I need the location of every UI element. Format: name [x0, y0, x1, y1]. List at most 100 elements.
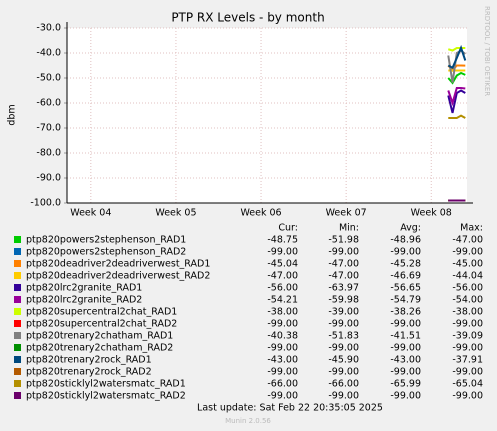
legend-stat: -45.00	[452, 259, 483, 270]
legend-swatch	[14, 380, 21, 387]
legend-label: ptp820lrc2granite_RAD1	[26, 283, 142, 294]
series-line	[447, 87, 466, 107]
legend-stat: -65.99	[390, 379, 421, 390]
legend-stat: -48.96	[390, 235, 421, 246]
legend-stat: -66.00	[267, 379, 298, 390]
legend-stat: -54.21	[267, 295, 298, 306]
legend-stat: -99.00	[390, 319, 421, 330]
legend-stat: -43.00	[267, 355, 298, 366]
legend-stat: -65.04	[452, 379, 483, 390]
y-tick-label: -90.0	[36, 173, 61, 184]
legend-stat: -99.00	[267, 319, 298, 330]
legend-stat: -44.04	[452, 271, 483, 282]
legend-swatch	[14, 320, 21, 327]
series-line	[448, 114, 466, 119]
legend-stat: -54.79	[390, 295, 421, 306]
legend-swatch	[14, 260, 21, 267]
legend-label: ptp820sticklyl2watersmatc_RAD2	[26, 391, 186, 402]
legend-label: ptp820sticklyl2watersmatc_RAD1	[26, 379, 186, 390]
legend-stat: -47.00	[267, 271, 298, 282]
legend-stat: -99.00	[328, 391, 359, 402]
x-tick-label: Week 04	[70, 208, 111, 219]
legend-stat: -40.38	[267, 331, 298, 342]
legend-stat: -51.83	[328, 331, 359, 342]
legend-label: ptp820powers2stephenson_RAD1	[26, 235, 186, 246]
legend-stat: -99.00	[452, 391, 483, 402]
legend-swatch	[14, 236, 21, 243]
side-label: RRDTOOL / TOBI OETIKER	[483, 6, 491, 96]
legend-swatch	[14, 356, 21, 363]
legend-stat: -99.00	[328, 319, 359, 330]
legend-swatch	[14, 368, 21, 375]
legend-swatch	[14, 248, 21, 255]
legend-stat: -47.00	[328, 259, 359, 270]
legend-stat: -45.90	[328, 355, 359, 366]
legend-stat: -38.00	[452, 307, 483, 318]
legend-stat: -54.00	[452, 295, 483, 306]
y-tick-label: -40.0	[36, 48, 61, 59]
legend-stat: -38.00	[267, 307, 298, 318]
y-tick-label: -60.0	[36, 98, 61, 109]
series-line	[447, 89, 466, 114]
legend-header: Cur:	[278, 223, 298, 234]
legend-stat: -99.00	[267, 247, 298, 258]
legend-stat: -99.00	[328, 367, 359, 378]
legend-stat: -38.26	[390, 307, 421, 318]
legend-stat: -99.00	[267, 367, 298, 378]
legend-stat: -41.51	[390, 331, 421, 342]
legend-label: ptp820deadriver2deadriverwest_RAD1	[26, 259, 210, 270]
legend-label: ptp820trenary2rock_RAD1	[26, 355, 152, 366]
legend-label: ptp820powers2stephenson_RAD2	[26, 247, 186, 258]
legend-swatch	[14, 296, 21, 303]
legend-stat: -99.00	[452, 367, 483, 378]
legend-header: Min:	[339, 223, 359, 234]
legend-stat: -39.00	[328, 307, 359, 318]
y-axis-label: dbm	[7, 104, 18, 125]
legend-stat: -46.69	[390, 271, 421, 282]
legend-swatch	[14, 272, 21, 279]
legend-swatch	[14, 344, 21, 351]
y-tick-label: -70.0	[36, 123, 61, 134]
legend-stat: -43.00	[390, 355, 421, 366]
legend-stat: -99.00	[328, 247, 359, 258]
legend-stat: -66.00	[328, 379, 359, 390]
y-tick-label: -50.0	[36, 73, 61, 84]
legend-stat: -63.97	[328, 283, 359, 294]
series-line	[447, 47, 466, 52]
legend-stat: -37.91	[452, 355, 483, 366]
legend-stat: -56.65	[390, 283, 421, 294]
legend-swatch	[14, 308, 21, 315]
legend-stat: -99.00	[452, 247, 483, 258]
legend-label: ptp820deadriver2deadriverwest_RAD2	[26, 271, 210, 282]
legend-label: ptp820supercentral2chat_RAD1	[26, 307, 177, 318]
legend-stat: -99.00	[390, 391, 421, 402]
y-tick-label: -30.0	[36, 23, 61, 34]
legend-stat: -99.00	[390, 367, 421, 378]
legend-stat: -47.00	[328, 271, 359, 282]
chart-title: PTP RX Levels - by month	[171, 11, 324, 25]
legend-swatch	[14, 332, 21, 339]
x-tick-label: Week 05	[155, 208, 196, 219]
legend-label: ptp820lrc2granite_RAD2	[26, 295, 142, 306]
legend-stat: -99.00	[452, 343, 483, 354]
legend-stat: -47.00	[452, 235, 483, 246]
legend-stat: -59.98	[328, 295, 359, 306]
legend-stat: -39.09	[452, 331, 483, 342]
legend-stat: -99.00	[328, 343, 359, 354]
legend-stat: -99.00	[390, 343, 421, 354]
series-line	[447, 44, 467, 70]
legend-stat: -99.00	[267, 391, 298, 402]
last-update: Last update: Sat Feb 22 20:35:05 2025	[197, 403, 383, 414]
legend-stat: -56.00	[267, 283, 298, 294]
plot-area	[67, 28, 467, 203]
legend-label: ptp820supercentral2chat_RAD2	[26, 319, 177, 330]
legend-stat: -45.04	[267, 259, 298, 270]
legend-stat: -99.00	[452, 319, 483, 330]
x-tick-label: Week 07	[326, 208, 367, 219]
legend-swatch	[14, 284, 21, 291]
legend-stat: -56.00	[452, 283, 483, 294]
y-tick-label: -100.0	[30, 198, 61, 209]
legend-stat: -45.28	[390, 259, 421, 270]
